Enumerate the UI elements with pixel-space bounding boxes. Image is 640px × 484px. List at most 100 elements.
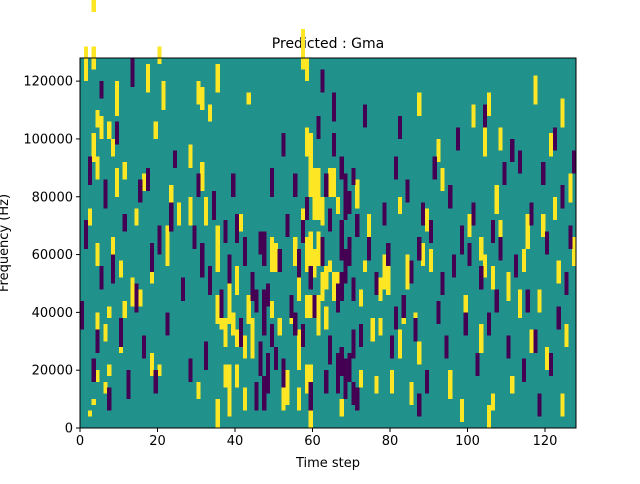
heatmap-cell-high: [285, 370, 290, 405]
heatmap-cell-high: [320, 196, 325, 226]
heatmap-cell-low: [138, 179, 143, 203]
heatmap-cell-low: [204, 341, 209, 371]
heatmap-cell-high: [242, 335, 247, 359]
heatmap-cell-low: [409, 260, 414, 284]
heatmap-cell-high: [304, 295, 309, 319]
heatmap-cell-low: [444, 335, 449, 359]
heatmap-cell-low: [335, 283, 340, 313]
heatmap-cell-low: [281, 358, 286, 388]
heatmap-cell-low: [99, 81, 104, 99]
heatmap-cell-low: [386, 243, 391, 267]
heatmap-cell-low: [169, 202, 174, 232]
heatmap-cell-low: [134, 283, 139, 313]
heatmap-cell-low: [514, 254, 519, 278]
heatmap-cell-high: [304, 364, 309, 394]
x-tick-label: 100: [455, 434, 480, 449]
heatmap-cell-high: [316, 295, 321, 336]
heatmap-cell-low: [223, 219, 228, 244]
heatmap-cell-low: [297, 248, 302, 278]
heatmap-cell-low: [328, 208, 333, 232]
heatmap-cell-high: [304, 58, 309, 82]
heatmap-cell-high: [215, 399, 220, 428]
heatmap-cell-high: [87, 410, 92, 417]
heatmap-cell-high: [409, 381, 414, 405]
heatmap-cell-high: [215, 295, 220, 324]
heatmap-cell-high: [312, 248, 317, 278]
heatmap-cell-high: [486, 404, 492, 429]
heatmap-cell-high: [196, 381, 201, 400]
heatmap-cell-high: [359, 289, 364, 307]
heatmap-cell-low: [525, 289, 530, 313]
heatmap-cell-low: [285, 214, 290, 238]
heatmap-cell-low: [521, 358, 526, 382]
y-tick-label: 120000: [23, 75, 73, 90]
heatmap-cell-low: [99, 266, 104, 290]
heatmap-cell-low: [250, 271, 255, 301]
heatmap-cell-low: [564, 271, 569, 296]
heatmap-cell-high: [242, 387, 247, 411]
heatmap-cell-high: [107, 364, 112, 376]
y-axis-label: Frequency (Hz): [0, 194, 12, 292]
heatmap-cell-low: [343, 248, 348, 284]
heatmap-cell-high: [246, 92, 251, 105]
heatmap-cell-low: [428, 219, 433, 244]
heatmap-cell-high: [149, 352, 154, 376]
heatmap-cell-low: [219, 289, 224, 319]
heatmap-cell-low: [339, 347, 344, 376]
heatmap-cell-high: [269, 300, 275, 319]
x-axis: 0 20 40 60 80 100 120: [76, 428, 557, 449]
heatmap-cell-low: [145, 167, 151, 191]
heatmap-cell-low: [200, 243, 205, 278]
heatmap-cell-low: [479, 266, 484, 290]
heatmap-cell-high: [560, 98, 565, 128]
heatmap-cell-low: [91, 358, 96, 382]
heatmap-cell-low: [316, 115, 321, 139]
heatmap-cell-high: [506, 271, 511, 301]
heatmap-cell-low: [165, 312, 170, 336]
heatmap-cell-high: [316, 231, 321, 267]
heatmap-cell-high: [188, 144, 193, 168]
heatmap-cell-high: [331, 271, 337, 301]
heatmap-cell-high: [308, 231, 313, 272]
heatmap-cell-high: [157, 364, 162, 376]
heatmap-cell-low: [266, 352, 271, 394]
heatmap-cell-low: [382, 202, 387, 226]
heatmap-cell-low: [157, 225, 162, 255]
heatmap-cell-low: [300, 323, 306, 348]
heatmap-cell-low: [126, 370, 131, 400]
heatmap-cell-low: [95, 329, 100, 353]
heatmap-cell-low: [374, 271, 379, 296]
heatmap-cell-high: [227, 364, 232, 417]
heatmap-cell-high: [95, 370, 100, 382]
heatmap-cell-high: [235, 329, 240, 348]
heatmap-cell-low: [320, 69, 325, 93]
heatmap-cell-high: [215, 225, 220, 272]
heatmap-cell-high: [362, 260, 368, 272]
heatmap-cell-high: [378, 277, 383, 301]
heatmap-cell-high: [246, 295, 251, 324]
x-axis-label: Time step: [295, 456, 360, 471]
y-tick-label: 20000: [32, 364, 73, 379]
heatmap-cell-high: [533, 75, 538, 105]
heatmap-cell-low: [467, 243, 472, 267]
heatmap-cell-high: [359, 370, 364, 388]
heatmap-cell-low: [548, 352, 554, 376]
heatmap-cell-high: [339, 399, 344, 417]
heatmap-cell-low: [324, 173, 329, 197]
heatmap-cell-high: [95, 110, 100, 128]
heatmap-cell-high: [297, 266, 302, 301]
heatmap-cell-high: [316, 167, 321, 220]
heatmap-cell-high: [165, 225, 170, 267]
heatmap-cell-high: [459, 399, 464, 423]
heatmap-cell-low: [498, 237, 503, 261]
heatmap-cell-high: [227, 283, 232, 324]
heatmap-cell-low: [459, 225, 464, 255]
heatmap-cell-low: [149, 243, 154, 272]
heatmap-cell-high: [564, 323, 569, 348]
heatmap-cell-low: [339, 156, 344, 180]
heatmap-cell-low: [452, 254, 457, 278]
heatmap-cell-low: [254, 289, 259, 313]
heatmap-cell-high: [498, 127, 503, 151]
heatmap-cell-low: [277, 248, 282, 272]
